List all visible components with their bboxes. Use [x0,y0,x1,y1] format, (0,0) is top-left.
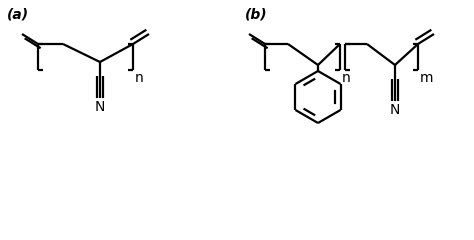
Text: (a): (a) [7,8,29,22]
Text: (b): (b) [245,8,268,22]
Text: N: N [390,103,400,117]
Text: n: n [135,71,144,85]
Text: N: N [95,100,105,114]
Text: n: n [342,71,351,85]
Text: m: m [420,71,434,85]
